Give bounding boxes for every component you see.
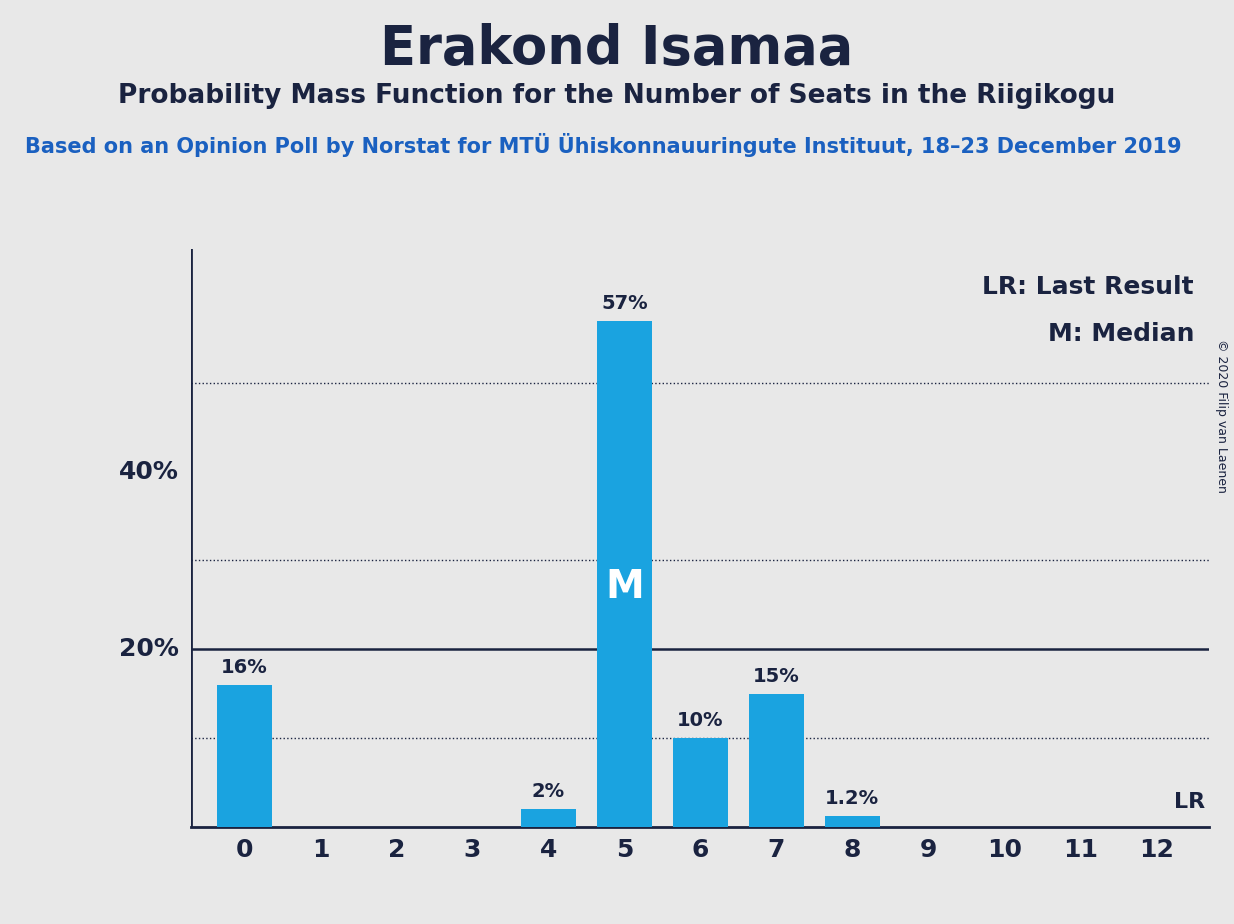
Text: 15%: 15% <box>753 667 800 686</box>
Text: Based on an Opinion Poll by Norstat for MTÜ Ühiskonnauuringute Instituut, 18–23 : Based on an Opinion Poll by Norstat for … <box>25 133 1181 157</box>
Bar <box>217 685 271 827</box>
Text: 1.2%: 1.2% <box>826 789 880 808</box>
Bar <box>824 816 880 827</box>
Text: M: M <box>605 568 644 606</box>
Text: 16%: 16% <box>221 658 268 676</box>
Text: Erakond Isamaa: Erakond Isamaa <box>380 23 854 75</box>
Text: Probability Mass Function for the Number of Seats in the Riigikogu: Probability Mass Function for the Number… <box>118 83 1116 109</box>
Text: © 2020 Filip van Laenen: © 2020 Filip van Laenen <box>1214 339 1228 492</box>
Bar <box>597 321 652 827</box>
Text: 10%: 10% <box>677 711 723 730</box>
Bar <box>521 809 576 827</box>
Text: LR: Last Result: LR: Last Result <box>982 275 1195 299</box>
Bar <box>749 694 803 827</box>
Text: 2%: 2% <box>532 783 565 801</box>
Bar <box>673 738 728 827</box>
Text: M: Median: M: Median <box>1048 322 1195 346</box>
Text: 57%: 57% <box>601 294 648 312</box>
Text: LR: LR <box>1175 792 1206 812</box>
Text: 40%: 40% <box>118 459 179 483</box>
Text: 20%: 20% <box>118 638 179 662</box>
